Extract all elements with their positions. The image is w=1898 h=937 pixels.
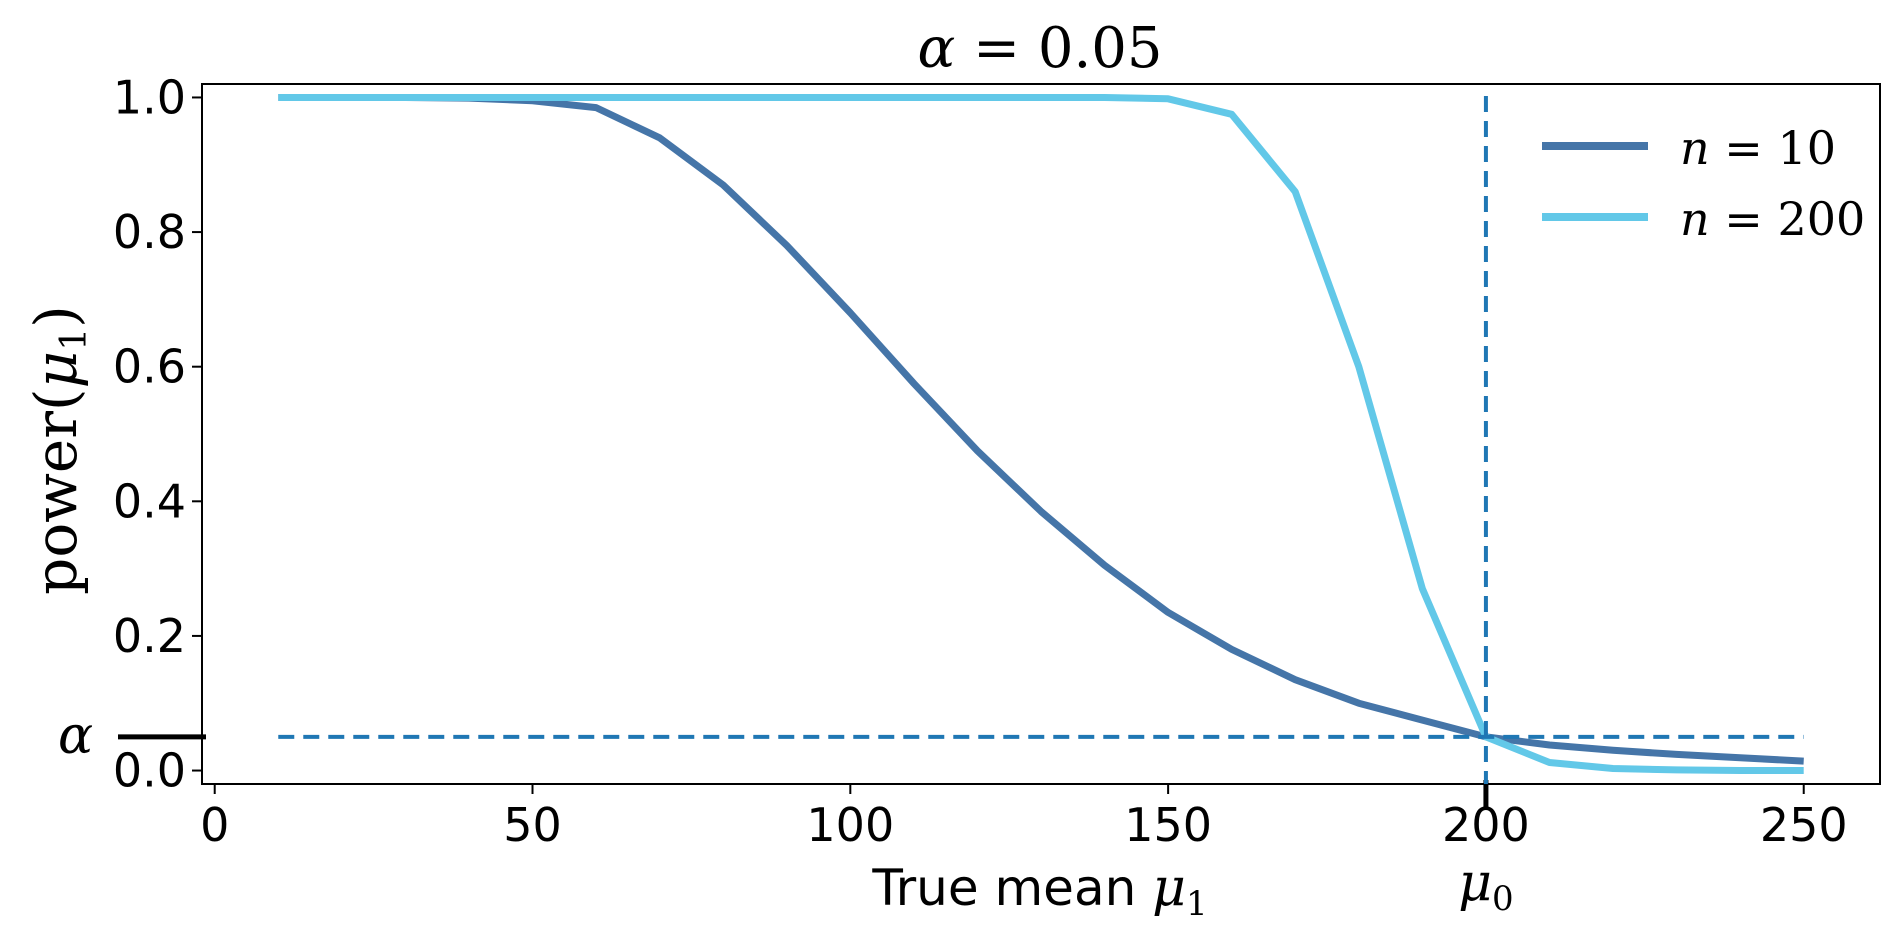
ylabel-symbol: μ xyxy=(22,351,90,389)
y-tick-label: 0.8 xyxy=(113,205,186,259)
chart-title: α = 0.05 xyxy=(917,16,1162,81)
y-tick-label: 0.4 xyxy=(113,474,186,528)
title-symbol: α xyxy=(917,16,955,81)
title-value: 0.05 xyxy=(1038,16,1163,81)
y-tick-label: 1.0 xyxy=(113,70,186,124)
x-tick-label: 100 xyxy=(806,798,894,852)
ylabel-fn: power( xyxy=(22,388,90,594)
xlabel-text: True mean xyxy=(871,859,1152,917)
plot-frame xyxy=(201,83,1881,785)
title-eq: = xyxy=(955,16,1038,81)
series-line-n200 xyxy=(278,94,1804,774)
x-axis-label: True mean μ1 xyxy=(871,858,1207,924)
y-tick-label: 0.0 xyxy=(113,744,186,798)
alpha-tick-label: α xyxy=(58,706,93,766)
xlabel-symbol: μ xyxy=(1152,858,1186,918)
legend-label-n10: n = 10 xyxy=(1680,121,1836,175)
y-tick-label: 0.2 xyxy=(113,609,186,663)
xlabel-sub: 1 xyxy=(1186,884,1208,924)
mu0-tick-label: μ0 xyxy=(1458,853,1513,919)
x-tick-label: 250 xyxy=(1760,798,1848,852)
x-tick-label: 50 xyxy=(503,798,562,852)
legend: n = 10 n = 200 xyxy=(1542,121,1865,246)
y-axis-label: power(μ1) xyxy=(22,305,95,595)
ylabel-close: ) xyxy=(22,305,90,328)
legend-label-n200: n = 200 xyxy=(1680,192,1865,246)
y-tick-label: 0.6 xyxy=(113,340,186,394)
series-line-n10 xyxy=(278,94,1804,765)
x-tick-label: 150 xyxy=(1124,798,1212,852)
x-tick-label: 0 xyxy=(200,798,229,852)
ylabel-sub: 1 xyxy=(54,328,95,351)
